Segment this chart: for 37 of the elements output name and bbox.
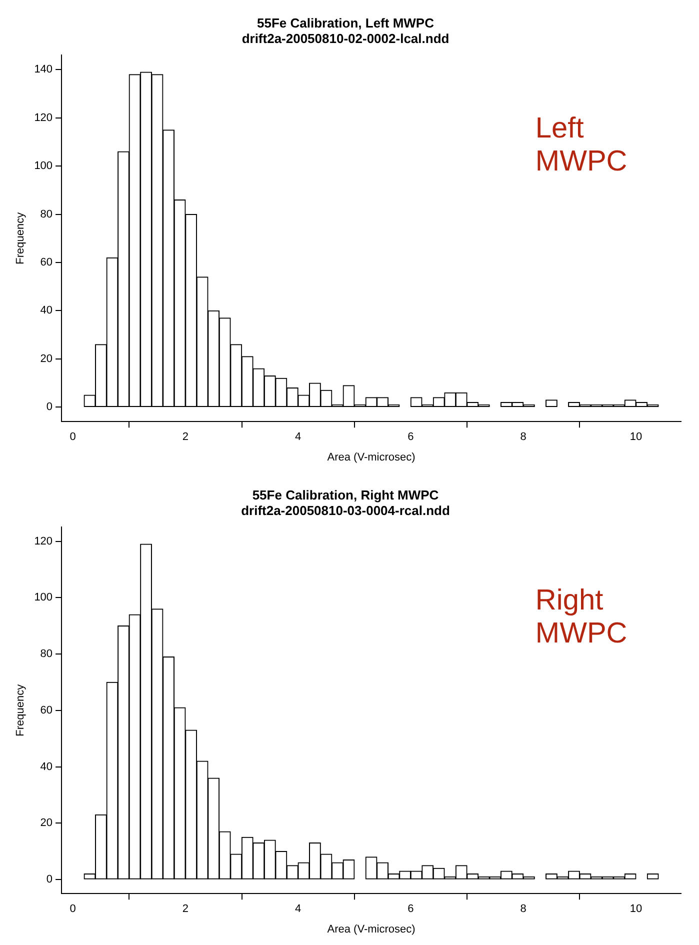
x-axis-title: Area (V-microsec): [327, 923, 416, 936]
chart-title: 55Fe Calibration, Right MWPC: [252, 487, 440, 502]
x-tick-label: 8: [520, 431, 526, 444]
y-tick-label: 60: [40, 704, 53, 716]
x-tick-label: 4: [295, 431, 302, 444]
x-axis-title: Area (V-microsec): [327, 451, 416, 464]
x-tick-label: 8: [520, 903, 526, 916]
x-tick-label: 0: [70, 431, 76, 444]
y-axis-title: Frequency: [14, 212, 27, 264]
x-tick-label: 4: [295, 903, 302, 916]
x-tick-label: 2: [182, 903, 189, 916]
y-tick-label: 120: [34, 535, 53, 548]
y-tick-label: 80: [40, 648, 53, 660]
y-tick-label: 20: [40, 352, 53, 365]
y-tick-label: 40: [40, 304, 53, 317]
x-tick-label: 10: [630, 903, 642, 916]
y-tick-label: 120: [34, 112, 53, 124]
annotation: Right MWPC: [535, 584, 628, 650]
x-tick-label: 6: [408, 431, 414, 444]
y-tick-label: 0: [46, 874, 53, 886]
y-tick-label: 80: [40, 208, 53, 220]
chart-title: 55Fe Calibration, Left MWPC: [257, 15, 435, 30]
y-tick-label: 60: [40, 256, 53, 269]
x-tick-label: 10: [630, 431, 642, 444]
y-tick-label: 0: [46, 401, 53, 414]
y-tick-label: 140: [34, 64, 53, 76]
annotation: Left MWPC: [535, 112, 628, 178]
chart-subtitle: drift2a-20050810-03-0004-rcal.ndd: [241, 502, 450, 518]
y-tick-label: 100: [34, 160, 53, 172]
chart-subtitle: drift2a-20050810-02-0002-lcal.ndd: [242, 30, 450, 46]
y-axis-title: Frequency: [14, 684, 27, 736]
y-tick-label: 100: [34, 592, 53, 604]
y-tick-label: 40: [40, 760, 53, 773]
y-tick-label: 20: [40, 817, 53, 830]
x-tick-label: 0: [70, 903, 76, 916]
x-tick-label: 2: [182, 431, 189, 444]
x-tick-label: 6: [408, 903, 414, 916]
